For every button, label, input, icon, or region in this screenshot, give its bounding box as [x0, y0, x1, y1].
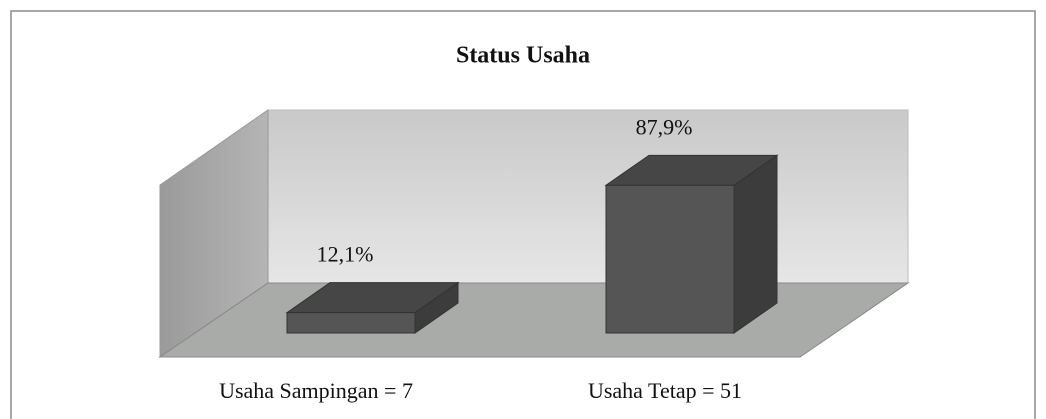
bar-front [605, 184, 735, 334]
x-tick-label: Usaha Sampingan = 7 [219, 378, 413, 403]
chart-title: Status Usaha [456, 43, 590, 69]
floor [158, 282, 910, 358]
bar [604, 154, 779, 334]
bar-side [733, 154, 778, 334]
data-label: 12,1% [317, 242, 374, 267]
bar [285, 281, 460, 334]
x-tick-label: Usaha Tetap = 51 [588, 378, 742, 403]
data-label: 87,9% [636, 114, 693, 139]
bar-front [286, 312, 416, 334]
